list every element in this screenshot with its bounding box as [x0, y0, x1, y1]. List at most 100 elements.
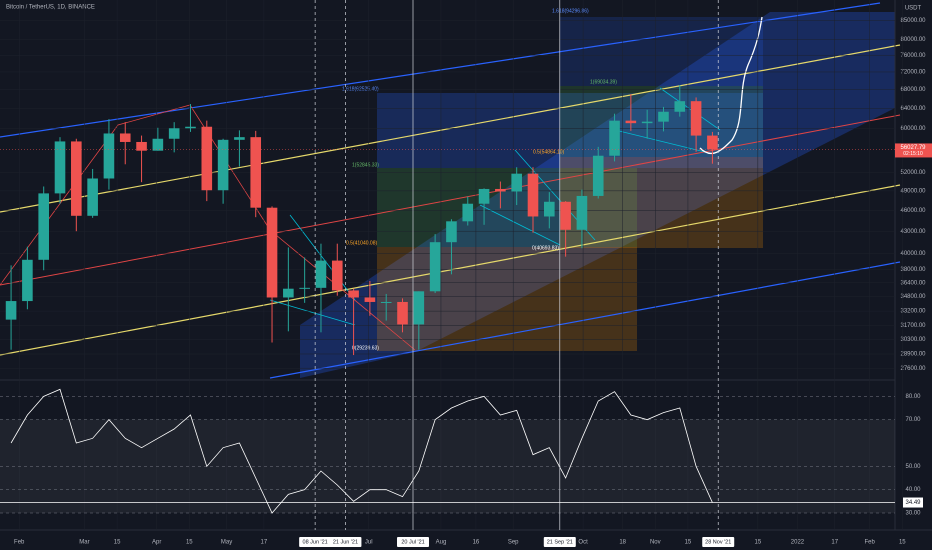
wedge-line [614, 129, 706, 153]
candle-body [331, 260, 343, 291]
candle-body [658, 111, 669, 122]
candle-body [446, 221, 457, 243]
x-tick-label: Feb [14, 540, 25, 546]
y-tick-label: 68000.00 [900, 87, 926, 93]
y-tick-label: 70.00 [905, 417, 921, 423]
date-marker-label: 20 Jul '21 [401, 539, 424, 545]
candle-body [299, 287, 310, 289]
y-tick-label: 38000.00 [900, 267, 926, 273]
trend-line [0, 114, 901, 286]
candle-body [201, 126, 213, 191]
date-marker-box [329, 537, 362, 547]
y-tick-label: 34800.00 [900, 294, 926, 300]
symbol-header: Bitcoin / TetherUS, 1D, BINANCE [6, 5, 95, 11]
last-price-label: 56027.79 [900, 145, 926, 151]
fib-label: 0(29239.63) [352, 345, 379, 351]
fib-label: 1(52845.33) [352, 162, 379, 168]
candle-body [22, 259, 33, 302]
trend-line [0, 2, 881, 138]
y-tick-label: 50.00 [905, 464, 921, 470]
date-marker-box [299, 537, 332, 547]
trend-line [269, 261, 901, 379]
date-marker-box [702, 537, 735, 547]
date-marker-label: 21 Jun '21 [333, 539, 358, 545]
y-tick-label: 40000.00 [900, 251, 926, 257]
fib-label: 0.5(54864.10) [533, 149, 564, 155]
candle-body [234, 137, 245, 140]
candle-body [674, 101, 686, 112]
candle-body [413, 291, 425, 325]
x-tick-label: 18 [619, 540, 626, 546]
x-tick-label: Mar [79, 540, 89, 546]
y-tick-label: 72000.00 [900, 70, 926, 76]
y-tick-label: 49000.00 [900, 188, 926, 194]
candle-body [511, 173, 522, 192]
candle-body [38, 193, 49, 260]
wedge-line [479, 204, 561, 246]
candle-body [348, 290, 359, 298]
y-tick-label: 33200.00 [900, 309, 926, 315]
candle-body [266, 207, 278, 298]
candle-body [544, 201, 555, 217]
candle-body [641, 121, 653, 124]
candle-body [87, 178, 98, 216]
x-tick-label: 2022 [791, 540, 805, 546]
candle-body [54, 141, 66, 194]
date-marker-box [397, 537, 429, 547]
y-tick-label: 43000.00 [900, 229, 926, 235]
y-tick-label: 60000.00 [900, 126, 926, 132]
x-tick-label: 15 [114, 540, 121, 546]
candle-body [625, 120, 637, 124]
date-marker-label: 21 Sep '21 [547, 539, 573, 545]
candle-body [119, 133, 131, 142]
candle-body [185, 126, 196, 129]
fib-box [560, 17, 763, 86]
candle-body [707, 135, 718, 150]
x-tick-label: Sep [508, 540, 519, 546]
rsi-value-box [903, 497, 923, 508]
x-tick-label: Aug [436, 540, 447, 546]
fib-label: 0.5(41040.08) [346, 240, 377, 246]
candle-body [495, 188, 506, 192]
y-tick-label: 64000.00 [900, 106, 926, 112]
candle-body [527, 173, 539, 217]
candle-body [364, 297, 376, 302]
date-marker-box [543, 537, 576, 547]
y-tick-label: 30300.00 [900, 337, 926, 343]
y-tick-label: 46000.00 [900, 208, 926, 214]
candle-body [103, 133, 115, 179]
x-tick-label: Oct [578, 540, 588, 546]
fib-label: 0(40693.83) [532, 245, 559, 251]
rsi-line [10, 388, 713, 514]
x-tick-label: Feb [865, 540, 876, 546]
date-marker-label: 28 Nov '21 [705, 539, 731, 545]
candle-body [397, 301, 408, 325]
candle-body [152, 138, 164, 151]
y-tick-label: 40.00 [905, 487, 921, 493]
rsi-value-label: 34.49 [905, 500, 921, 506]
x-tick-label: 17 [831, 540, 838, 546]
candle-body [478, 188, 490, 204]
candle-body [609, 120, 620, 156]
x-tick-label: 17 [261, 540, 268, 546]
candle-body [592, 155, 604, 196]
y-tick-label: 27600.00 [900, 366, 926, 372]
candle-body [168, 128, 180, 139]
x-tick-label: Apr [152, 540, 161, 546]
y-tick-label: 28900.00 [900, 352, 926, 358]
candle-body [560, 201, 571, 230]
candle-body [71, 141, 82, 216]
candle-body [5, 301, 17, 320]
candle-body [462, 203, 474, 222]
candle-body [380, 301, 392, 303]
date-marker-label: 08 Jun '21 [303, 539, 328, 545]
candle-body [315, 260, 327, 288]
fib-label: 1.618(94296.86) [552, 8, 589, 14]
x-tick-label: 15 [754, 540, 761, 546]
y-tick-label: 80.00 [905, 394, 921, 400]
y-tick-label: 85000.00 [900, 18, 926, 24]
y-tick-label: 76000.00 [900, 53, 926, 59]
y-tick-label: 36400.00 [900, 280, 926, 286]
